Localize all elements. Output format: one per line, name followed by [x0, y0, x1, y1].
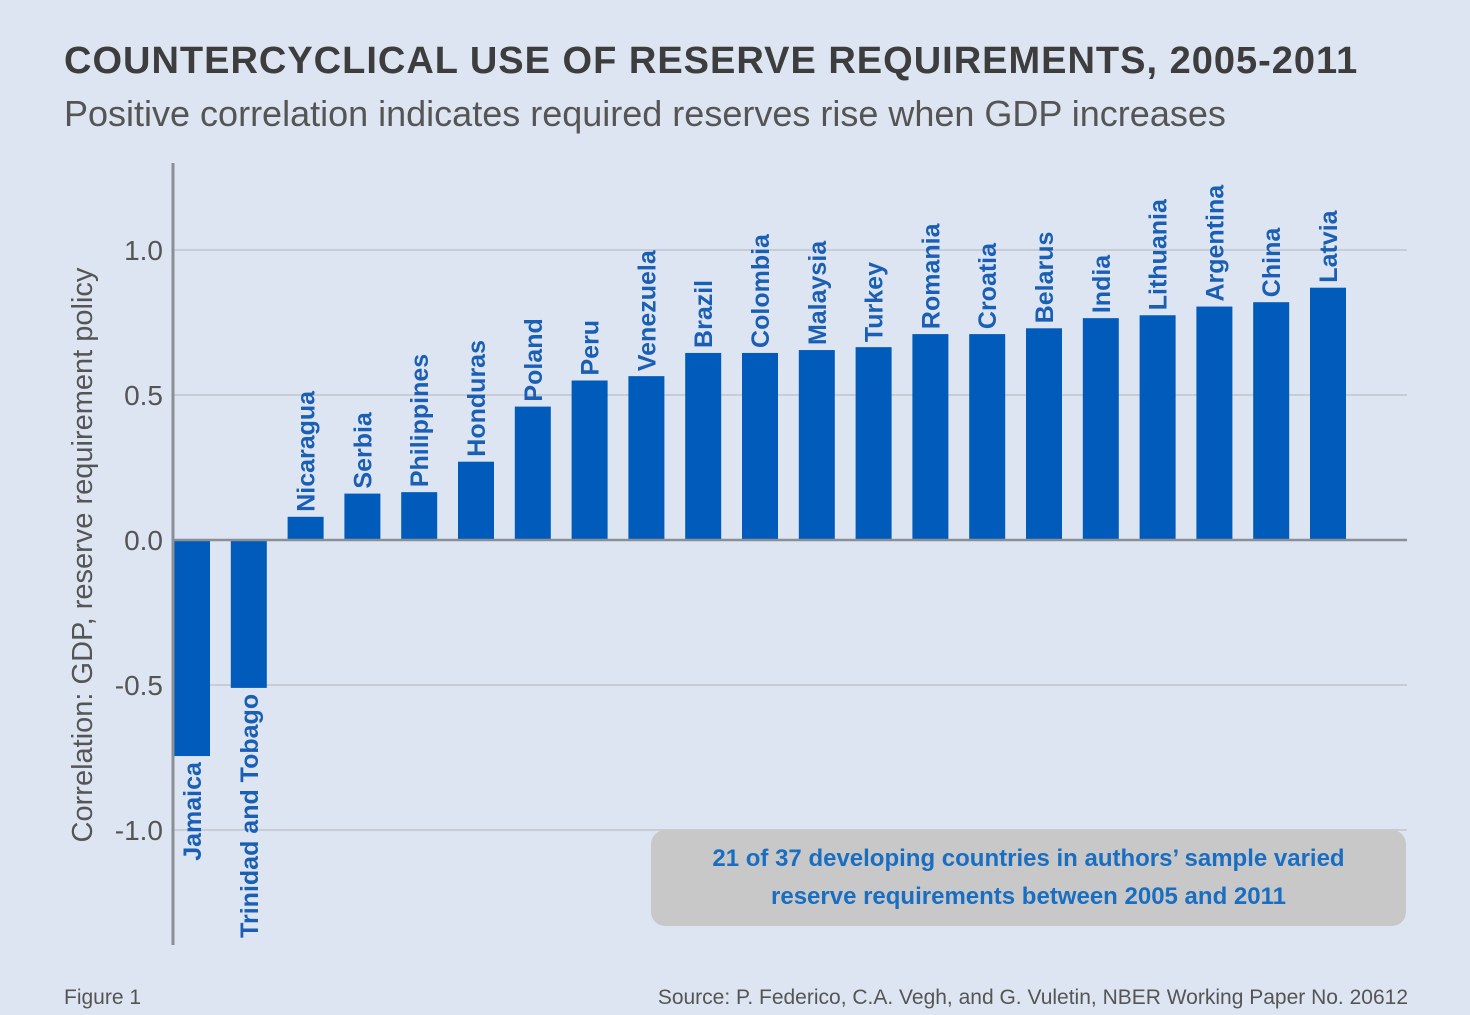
bar: [1082, 318, 1119, 540]
annotation-box: 21 of 37 developing countries in authors…: [651, 830, 1406, 926]
bar: [685, 352, 722, 540]
y-tick-label: 0.5: [124, 380, 163, 411]
y-tick-label: 0.0: [124, 525, 163, 556]
y-tick-label: -0.5: [115, 670, 163, 701]
chart-title: COUNTERCYCLICAL USE OF RESERVE REQUIREME…: [64, 40, 1359, 82]
bar: [401, 492, 438, 540]
y-tick-label: 1.0: [124, 235, 163, 266]
bar: [514, 406, 551, 540]
bar-label: Trinidad and Tobago: [236, 694, 264, 938]
bar: [1253, 302, 1290, 540]
bar-label: Romania: [917, 222, 945, 329]
bar-label: Belarus: [1031, 232, 1059, 324]
bar-label: Nicaragua: [293, 390, 321, 512]
figure-label: Figure 1: [64, 986, 142, 1009]
bar: [287, 516, 324, 540]
bar-label: Poland: [520, 318, 548, 401]
bar-label: Croatia: [974, 242, 1002, 329]
bar-label: Jamaica: [179, 761, 207, 861]
bar: [458, 461, 494, 540]
bar: [174, 540, 210, 757]
bar: [798, 350, 835, 540]
annotation-line-2: reserve requirements between 2005 and 20…: [771, 883, 1286, 910]
y-tick-labels: 1.0 0.5 0.0 -0.5 -1.0: [115, 235, 163, 846]
bar: [1026, 328, 1062, 540]
bar-label: Venezuela: [633, 249, 661, 371]
bar: [912, 334, 949, 540]
chart-subtitle: Positive correlation indicates required …: [64, 93, 1226, 134]
bar: [855, 347, 892, 540]
bar-label: Brazil: [690, 280, 718, 348]
bar-label: Malaysia: [804, 240, 832, 345]
bar-label: Lithuania: [1145, 198, 1173, 310]
bar-label: Argentina: [1201, 184, 1229, 302]
bar: [571, 380, 608, 540]
bar: [1139, 315, 1176, 540]
bar: [344, 493, 381, 540]
bar: [1310, 287, 1346, 540]
bar: [969, 334, 1006, 540]
bar-label: India: [1088, 254, 1116, 313]
bar-label: Latvia: [1315, 209, 1343, 282]
y-tick-label: -1.0: [115, 815, 163, 846]
bar-label: Honduras: [463, 340, 491, 457]
bar: [1196, 306, 1233, 540]
annotation-line-1: 21 of 37 developing countries in authors…: [712, 845, 1345, 872]
bar: [230, 540, 267, 688]
bar-labels: Jamaica Trinidad and Tobago Nicaragua Serbi…: [179, 184, 1343, 938]
bar-label: Philippines: [406, 354, 434, 487]
bar: [628, 376, 665, 540]
source-note: Source: P. Federico, C.A. Vegh, and G. V…: [657, 986, 1408, 1009]
bar-label: Colombia: [747, 233, 775, 348]
bar-label: Serbia: [349, 411, 377, 489]
bar-label: Peru: [577, 320, 605, 376]
bar-label: China: [1258, 227, 1286, 298]
y-axis-label: Correlation: GDP, reserve requirement po…: [67, 267, 99, 842]
bar-label: Turkey: [861, 262, 889, 342]
bar: [742, 352, 778, 540]
bars: [174, 287, 1346, 757]
